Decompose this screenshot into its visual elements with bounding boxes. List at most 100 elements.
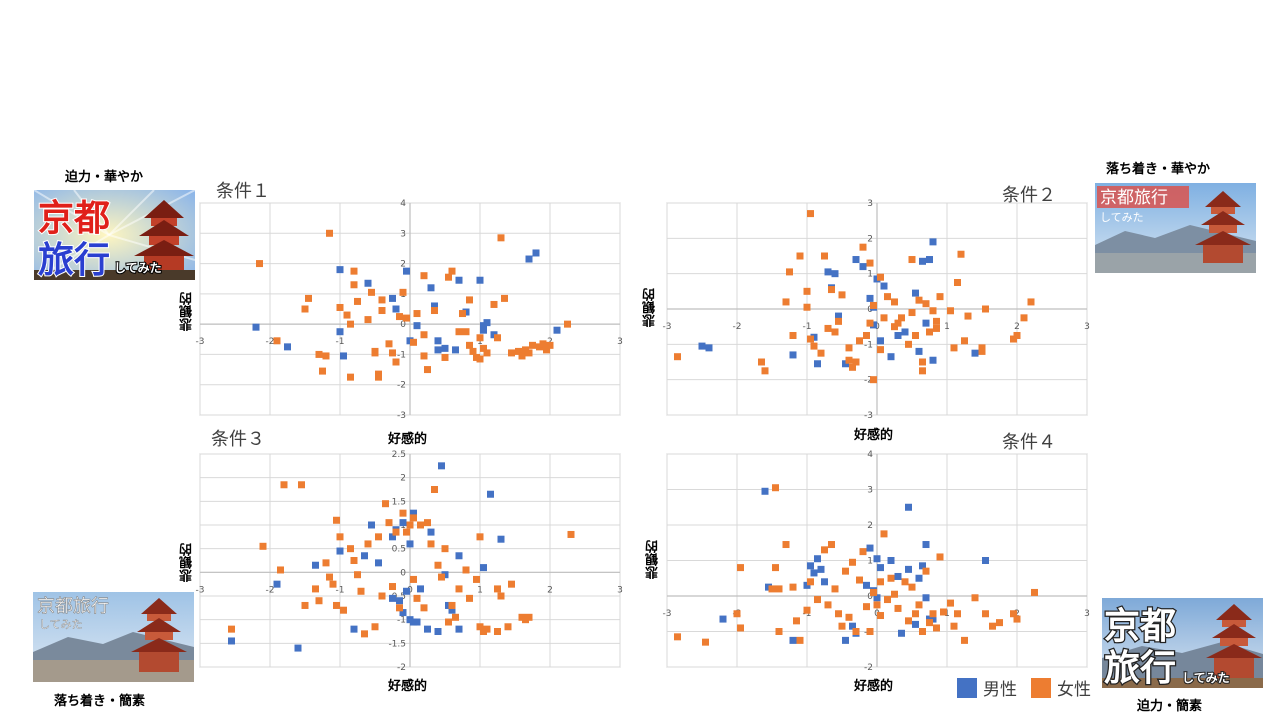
point-female	[817, 349, 825, 357]
point-female	[476, 533, 484, 541]
legend-swatch-male	[957, 677, 977, 698]
point-female	[912, 332, 919, 339]
point-male	[922, 319, 930, 327]
y-tick-label: 3	[867, 486, 873, 496]
legend-swatch-female	[1031, 677, 1051, 698]
y-tick-label: 2	[400, 260, 406, 270]
point-female	[389, 583, 396, 591]
point-female	[277, 566, 284, 574]
point-male	[814, 360, 821, 368]
point-male	[971, 349, 979, 357]
point-female	[410, 514, 417, 522]
chart-plot-3: -3-2-10123-2-1.5-1-0.500.511.522.5	[196, 450, 623, 673]
point-female	[950, 622, 958, 630]
point-female	[354, 297, 361, 305]
point-female	[378, 592, 386, 600]
y-tick-label: 1.5	[392, 497, 406, 507]
point-female	[982, 305, 989, 313]
point-female	[989, 622, 996, 630]
point-female	[459, 310, 466, 318]
point-female	[529, 341, 536, 349]
point-male	[912, 289, 919, 297]
x-tick-label: 1	[477, 585, 483, 595]
y-axis-label-2: 悲観的	[643, 288, 658, 327]
point-male	[532, 249, 540, 257]
point-female	[856, 337, 863, 345]
x-tick-label: 3	[617, 337, 623, 347]
point-male	[553, 326, 561, 334]
point-male	[434, 337, 442, 345]
point-female	[424, 366, 431, 374]
point-female	[950, 344, 958, 352]
thumbnail-bottom-left: 京都旅行 してみた	[33, 592, 194, 682]
point-male	[817, 565, 825, 573]
point-male	[413, 322, 421, 330]
y-tick-label: -2	[864, 376, 873, 386]
point-female	[803, 606, 811, 614]
point-male	[880, 282, 888, 290]
y-tick-label: 4	[400, 199, 406, 209]
point-female	[329, 580, 337, 588]
point-male	[922, 541, 930, 549]
thumbnail-top-left: 京都 旅行 してみた	[34, 190, 195, 280]
point-female	[399, 288, 407, 296]
y-tick-label: -1	[397, 350, 406, 360]
point-female	[445, 618, 452, 626]
point-male	[350, 625, 358, 633]
y-tick-label: -0.5	[388, 592, 406, 602]
point-male	[424, 625, 431, 633]
point-female	[929, 610, 937, 618]
point-male	[441, 344, 449, 352]
x-tick-label: -2	[266, 585, 275, 595]
point-male	[406, 540, 414, 548]
point-female	[375, 373, 382, 381]
y-tick-label: -3	[864, 411, 873, 421]
point-female	[831, 328, 839, 336]
point-female	[915, 601, 923, 609]
point-female	[448, 267, 456, 275]
point-male	[929, 238, 937, 246]
point-female	[796, 636, 804, 644]
y-tick-label: 2	[400, 474, 406, 484]
y-tick-label: 4	[867, 450, 873, 460]
point-female	[322, 352, 330, 360]
point-female	[494, 628, 501, 635]
point-female	[497, 234, 505, 242]
point-male	[842, 360, 849, 368]
scatter-svg-2: -3-2-10123-3-2-10123	[663, 199, 1090, 421]
point-female	[852, 358, 860, 366]
point-female	[469, 347, 477, 355]
point-female	[326, 229, 333, 237]
point-female	[929, 307, 937, 315]
point-female	[319, 367, 326, 375]
point-male	[273, 580, 281, 588]
point-female	[982, 610, 989, 618]
point-female	[922, 300, 930, 308]
thumbnail-title-line1: 京都旅行	[1100, 188, 1168, 208]
point-female	[870, 588, 877, 596]
point-female	[796, 252, 804, 260]
point-female	[259, 542, 267, 550]
point-male	[901, 328, 909, 336]
point-female	[494, 334, 501, 342]
point-female	[364, 316, 372, 324]
point-female	[894, 319, 902, 327]
point-male	[284, 343, 291, 351]
point-female	[933, 324, 940, 332]
x-tick-label: -3	[196, 337, 205, 347]
point-female	[382, 500, 389, 508]
point-female	[926, 328, 933, 336]
legend-item-male: 男性	[957, 675, 1017, 700]
point-female	[859, 548, 867, 556]
point-female	[877, 273, 884, 281]
thumbnail-title-line2: 旅行	[1104, 648, 1176, 688]
point-female	[543, 346, 550, 354]
point-female	[431, 486, 438, 493]
point-female	[807, 578, 814, 586]
point-female	[870, 376, 877, 384]
y-tick-label: 0	[867, 592, 873, 602]
point-female	[940, 608, 947, 616]
point-female	[340, 606, 347, 614]
point-male	[887, 353, 895, 361]
point-female	[280, 481, 288, 489]
